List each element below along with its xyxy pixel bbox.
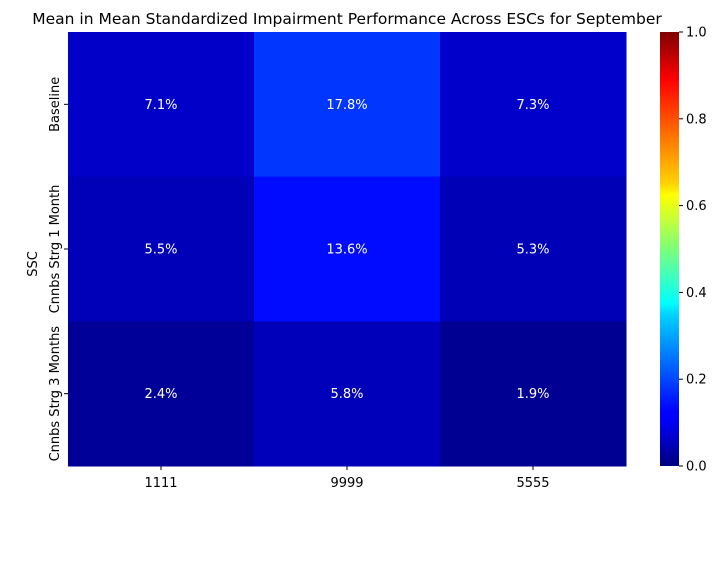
heatmap-cell <box>254 321 441 467</box>
colorbar-tick-label: 1.0 <box>686 26 707 41</box>
heatmap-cells: 7.1% 17.8% 7.3% 5.5% 13.6% 5.3% 2.4% 5.8% 1.9% <box>68 32 627 467</box>
heatmap-cell <box>68 176 255 322</box>
cell-label: 17.8% <box>326 98 367 113</box>
cell-label: 7.1% <box>144 98 177 113</box>
y-axis: Baseline Cnnbs Strg 1 Month Cnnbs Strg 3 M… <box>48 77 68 462</box>
heatmap-cell <box>440 321 627 467</box>
colorbar-tick-label: 0.8 <box>686 112 707 127</box>
heatmap-cell <box>254 32 441 178</box>
x-tick-label: 5555 <box>516 476 549 491</box>
heatmap-cell <box>254 176 441 322</box>
cell-label: 5.5% <box>144 243 177 258</box>
heatmap-cell <box>68 32 255 178</box>
x-axis: 1111 9999 5555 <box>144 466 550 491</box>
cell-label: 7.3% <box>516 98 549 113</box>
heatmap-cell <box>68 321 255 467</box>
y-tick-label: Cnnbs Strg 3 Months <box>48 326 63 462</box>
colorbar <box>660 32 679 466</box>
cell-label: 5.3% <box>516 243 549 258</box>
colorbar-tick-label: 0.2 <box>686 373 707 388</box>
colorbar-tick-label: 0.6 <box>686 199 707 214</box>
cell-label: 2.4% <box>144 387 177 402</box>
heatmap-cell <box>440 176 627 322</box>
cell-label: 5.8% <box>330 387 363 402</box>
x-tick-label: 1111 <box>144 476 177 491</box>
colorbar-tick-label: 0.0 <box>686 460 707 475</box>
cell-label: 13.6% <box>326 243 367 258</box>
y-tick-label: Baseline <box>48 77 63 132</box>
x-tick-label: 9999 <box>330 476 363 491</box>
colorbar-axis: 0.0 0.2 0.4 0.6 0.8 1.0 <box>679 26 707 475</box>
cell-label: 1.9% <box>516 387 549 402</box>
y-tick-label: Cnnbs Strg 1 Month <box>48 185 63 314</box>
heatmap-cell <box>440 32 627 178</box>
chart-title: Mean in Mean Standardized Impairment Per… <box>32 10 662 28</box>
colorbar-tick-label: 0.4 <box>686 286 707 301</box>
y-axis-label: SSC <box>26 251 41 277</box>
